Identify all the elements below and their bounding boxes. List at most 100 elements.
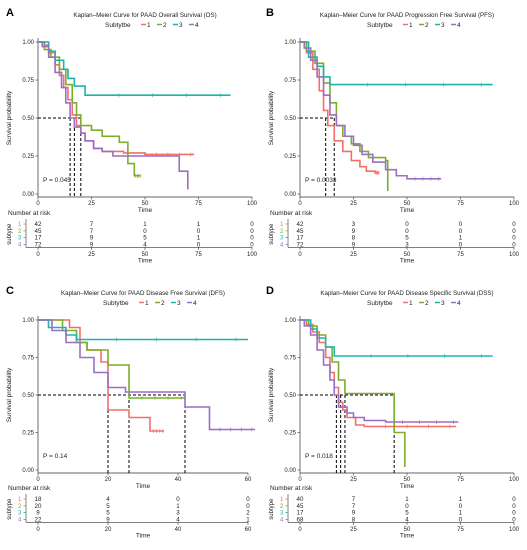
- series-1-curve: [38, 41, 195, 156]
- risk-cell: 1: [197, 235, 201, 242]
- x-tick-label: 100: [509, 201, 520, 207]
- risk-row-2-label: 2: [18, 504, 22, 510]
- risk-cell: 1: [176, 503, 180, 510]
- risk-cell: 0: [250, 221, 254, 228]
- risk-cell: 1: [143, 221, 147, 228]
- legend: Subtytbe 1 2 3 4: [367, 300, 461, 307]
- risk-cell: 9: [352, 510, 356, 517]
- risk-row-3-label: 3: [280, 236, 284, 242]
- legend-label-4: 4: [457, 300, 461, 307]
- y-tick-label: 0.50: [22, 116, 34, 122]
- x-axis-label: Time: [400, 483, 415, 490]
- legend-label-4: 4: [193, 300, 197, 307]
- x-axis-label: Time: [138, 207, 153, 214]
- series-1-curve: [38, 319, 164, 432]
- legend-label-1: 1: [409, 22, 413, 29]
- x-tick-label: 50: [404, 201, 411, 207]
- risk-cell: 0: [405, 228, 409, 235]
- risk-cell: 9: [106, 516, 110, 523]
- y-axis-label: Survival probability: [268, 90, 275, 145]
- risk-cell: 40: [297, 496, 304, 503]
- panel-a: A Kaplan–Meier Curve for PAAD Overall Sur…: [6, 7, 258, 264]
- y-axis-label: Survival probability: [268, 367, 275, 422]
- legend-title: Subtytbe: [367, 300, 393, 307]
- risk-row-2-label: 2: [280, 229, 284, 235]
- x-tick-label: 50: [404, 477, 411, 483]
- risk-table-subtype-label: subtype: [7, 223, 13, 245]
- chart-title: Kaplan–Meier Curve for PAAD Disease Spec…: [320, 290, 493, 297]
- risk-cell: 0: [512, 510, 516, 517]
- risk-x-tick-label: 20: [105, 527, 112, 533]
- risk-row-1-label: 1: [280, 497, 284, 503]
- x-tick-label: 0: [36, 201, 40, 207]
- risk-row-3-label: 3: [280, 511, 284, 517]
- risk-cell: 1: [246, 516, 250, 523]
- series-2-curve: [300, 319, 406, 467]
- risk-cell: 1: [405, 496, 409, 503]
- risk-cell: 7: [352, 503, 356, 510]
- legend-label-4: 4: [457, 22, 461, 29]
- risk-cell: 0: [197, 228, 201, 235]
- x-tick-label: 50: [142, 201, 149, 207]
- x-tick-label: 100: [247, 201, 258, 207]
- risk-cell: 9: [90, 235, 94, 242]
- risk-cell: 0: [512, 241, 516, 248]
- y-tick-label: 0.00: [22, 192, 34, 198]
- legend-label-2: 2: [425, 300, 429, 307]
- risk-cell: 5: [106, 510, 110, 517]
- risk-cell: 17: [297, 510, 304, 517]
- legend-title: Subtytbe: [367, 22, 393, 29]
- risk-cell: 0: [512, 228, 516, 235]
- x-tick-label: 75: [457, 477, 464, 483]
- risk-x-tick-label: 0: [298, 527, 302, 533]
- series-2-curve: [38, 319, 185, 399]
- risk-row-2-label: 2: [18, 229, 22, 235]
- risk-x-tick-label: 25: [88, 252, 95, 258]
- panel-letter: A: [6, 7, 14, 19]
- risk-cell: 0: [405, 503, 409, 510]
- risk-x-tick-label: 50: [404, 252, 411, 258]
- legend-label-3: 3: [177, 300, 181, 307]
- legend-label-2: 2: [161, 300, 165, 307]
- risk-x-tick-label: 0: [298, 252, 302, 258]
- risk-cell: 1: [197, 221, 201, 228]
- legend-title: Subtytbe: [105, 22, 131, 29]
- y-axis-label: Survival probability: [6, 90, 13, 145]
- legend-label-1: 1: [409, 300, 413, 307]
- risk-cell: 0: [512, 221, 516, 228]
- risk-cell: 0: [459, 516, 463, 523]
- series-4-curve: [38, 41, 189, 190]
- risk-x-tick-label: 40: [175, 527, 182, 533]
- risk-cell: 18: [35, 496, 42, 503]
- risk-cell: 7: [90, 228, 94, 235]
- risk-cell: 0: [197, 241, 201, 248]
- risk-cell: 0: [459, 503, 463, 510]
- risk-cell: 0: [512, 496, 516, 503]
- risk-cell: 4: [143, 241, 147, 248]
- risk-x-axis-label: Time: [400, 532, 415, 539]
- x-tick-label: 25: [350, 477, 357, 483]
- y-tick-label: 0.75: [284, 356, 296, 362]
- y-tick-label: 0.25: [284, 154, 296, 160]
- risk-x-tick-label: 25: [350, 527, 357, 533]
- panel-d: D Kaplan–Meier Curve for PAAD Disease Spe…: [266, 285, 520, 539]
- risk-table-heading: Number at risk: [8, 210, 51, 217]
- risk-cell: 0: [250, 241, 254, 248]
- series-1-curve: [300, 41, 380, 174]
- legend: Subtytbe 1 2 3 4: [105, 22, 199, 29]
- risk-cell: 0: [176, 496, 180, 503]
- risk-x-axis-label: Time: [136, 532, 151, 539]
- risk-cell: 4: [176, 516, 180, 523]
- legend-title: Subtytbe: [103, 300, 129, 307]
- risk-cell: 68: [297, 516, 304, 523]
- risk-cell: 20: [35, 503, 42, 510]
- y-tick-label: 1.00: [284, 318, 296, 324]
- risk-row-3-label: 3: [18, 236, 22, 242]
- x-tick-label: 0: [298, 477, 302, 483]
- risk-cell: 0: [250, 228, 254, 235]
- y-tick-label: 0.00: [284, 192, 296, 198]
- risk-cell: 0: [250, 235, 254, 242]
- risk-cell: 5: [405, 235, 409, 242]
- x-tick-label: 40: [175, 477, 182, 483]
